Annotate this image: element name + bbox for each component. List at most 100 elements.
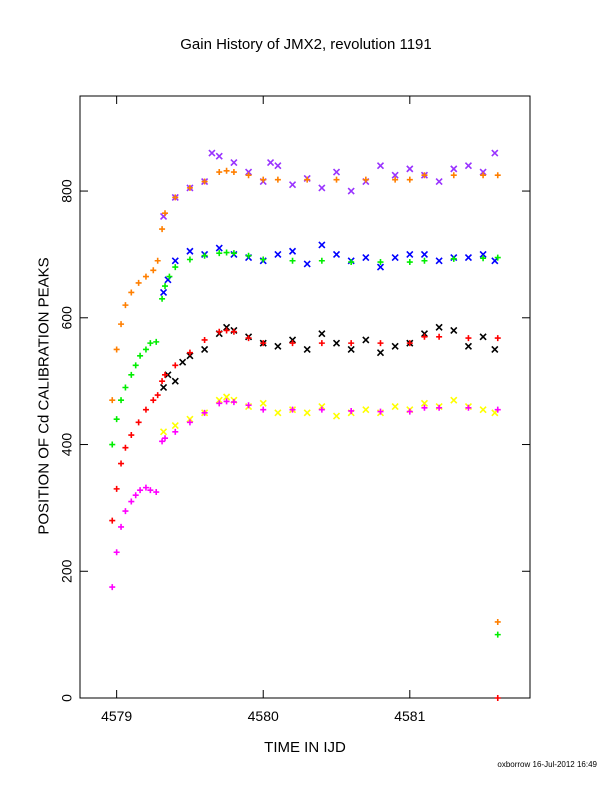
y-tick-label: 600 (59, 306, 75, 330)
data-point (318, 184, 326, 192)
data-point (128, 371, 135, 378)
data-point (420, 330, 429, 338)
data-point (464, 162, 473, 170)
data-point (494, 254, 501, 261)
data-point (215, 244, 223, 252)
data-point (494, 172, 501, 179)
data-point (406, 408, 413, 415)
data-point (137, 487, 144, 494)
data-point (113, 416, 120, 423)
data-point (150, 267, 157, 274)
y-axis: 0 200 400 600 800 (59, 179, 530, 702)
data-point (318, 406, 325, 413)
data-point (260, 340, 267, 347)
data-point (348, 407, 355, 414)
data-point (347, 187, 355, 195)
data-point (260, 176, 267, 183)
data-point (465, 335, 472, 342)
data-point (436, 333, 443, 340)
data-point (109, 517, 116, 524)
data-point (435, 323, 443, 331)
series-2 (159, 241, 499, 297)
data-point (113, 549, 120, 556)
data-point (362, 254, 370, 262)
data-point (406, 259, 413, 266)
data-point (216, 169, 223, 176)
data-point (171, 377, 179, 385)
data-point (230, 328, 237, 335)
data-point (289, 406, 296, 413)
data-point (118, 523, 125, 530)
data-point (450, 396, 458, 404)
data-point (377, 340, 384, 347)
data-point (159, 288, 168, 297)
data-point (289, 340, 296, 347)
data-point (491, 257, 499, 265)
data-point (318, 402, 326, 411)
data-point (201, 178, 208, 185)
data-point (391, 402, 399, 411)
data-point (186, 349, 193, 356)
data-point (303, 345, 311, 354)
data-point (171, 257, 179, 265)
data-point (435, 177, 443, 186)
data-point (230, 158, 238, 167)
y-tick-label: 200 (59, 559, 75, 583)
data-point (421, 172, 428, 179)
data-point (166, 273, 173, 280)
data-point (162, 371, 169, 378)
data-point (186, 419, 193, 426)
data-point (137, 352, 144, 359)
data-point (406, 165, 414, 173)
data-point (208, 149, 216, 157)
data-point (154, 257, 161, 264)
data-point (223, 167, 230, 174)
data-point (377, 259, 384, 266)
data-point (266, 158, 275, 167)
data-point (377, 408, 384, 415)
data-point (332, 412, 341, 420)
data-point (109, 584, 116, 591)
series-3 (109, 249, 501, 638)
data-point (159, 226, 166, 233)
data-point (147, 340, 154, 347)
data-point (260, 256, 267, 263)
data-point (304, 176, 311, 183)
data-point (274, 162, 282, 170)
data-point (450, 255, 457, 262)
data-point (391, 254, 399, 262)
data-point (406, 250, 414, 258)
series-0 (159, 149, 499, 220)
data-point (318, 340, 325, 347)
data-point (118, 321, 125, 328)
data-point (186, 352, 194, 360)
chart-title: Gain History of JMX2, revolution 1191 (180, 36, 432, 53)
plot-frame (79, 95, 531, 699)
data-point (450, 165, 458, 173)
data-point (122, 444, 129, 451)
data-point (436, 404, 443, 411)
data-point (201, 252, 208, 259)
x-axis: 4579 4580 4581 (101, 96, 426, 724)
data-point (450, 172, 457, 179)
data-point (288, 336, 297, 344)
data-point (435, 257, 443, 265)
data-point (109, 397, 116, 404)
data-point (142, 346, 149, 353)
data-point (223, 323, 231, 331)
data-point (288, 181, 297, 189)
series-5 (109, 327, 501, 701)
data-point (135, 279, 142, 286)
data-point (376, 263, 385, 271)
data-point (362, 406, 370, 414)
data-point (135, 419, 142, 426)
data-point (201, 409, 208, 416)
data-point (479, 333, 487, 341)
data-point (132, 492, 139, 499)
data-point (223, 398, 230, 405)
data-point (260, 406, 267, 413)
data-point (153, 489, 160, 496)
data-point (464, 254, 473, 262)
data-point (245, 335, 252, 342)
